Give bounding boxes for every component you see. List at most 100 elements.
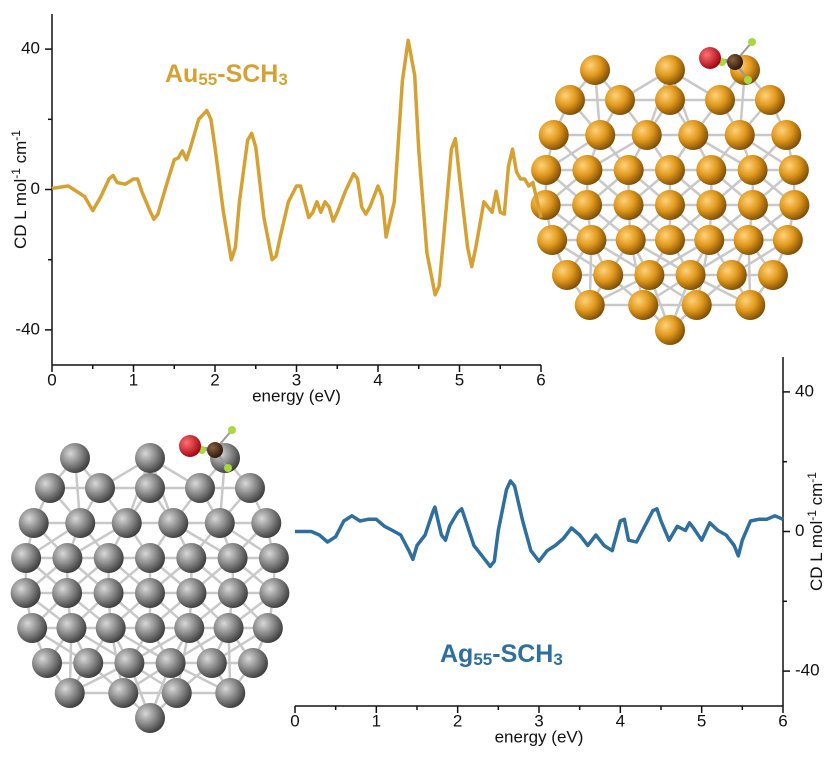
x-tick-label: 0 bbox=[47, 370, 56, 389]
x-tick-label: 2 bbox=[210, 370, 219, 389]
atom bbox=[725, 120, 755, 150]
sulfur bbox=[179, 435, 201, 457]
atom bbox=[576, 225, 606, 255]
annotation-part: 55 bbox=[473, 650, 492, 669]
cluster bbox=[531, 38, 810, 345]
annotation-part: -SCH bbox=[217, 60, 278, 88]
figure: 0 1 2 3 4 5 6 -40 0 4 0 energy (eV) CD L mol-1 cm-1 A… bbox=[0, 0, 829, 759]
atom bbox=[696, 190, 726, 220]
atom bbox=[738, 190, 768, 220]
atom bbox=[114, 648, 144, 678]
atom bbox=[655, 55, 685, 85]
atom bbox=[655, 155, 685, 185]
cluster bbox=[11, 426, 290, 733]
atom bbox=[632, 120, 662, 150]
atom bbox=[696, 155, 726, 185]
y-axis-label: CD L mol-1 cm-1 bbox=[9, 130, 30, 249]
atom bbox=[572, 190, 602, 220]
atom bbox=[580, 55, 610, 85]
hydrogen bbox=[224, 464, 232, 472]
annotation-part: 3 bbox=[553, 650, 562, 669]
x-tick-label: 4 bbox=[373, 370, 382, 389]
y-axis-label-part: -1 bbox=[9, 130, 23, 141]
atom bbox=[214, 613, 244, 643]
atom bbox=[758, 260, 788, 290]
atom bbox=[215, 678, 245, 708]
atom bbox=[738, 155, 768, 185]
atom bbox=[605, 85, 635, 115]
x-axis-label: energy (eV) bbox=[495, 727, 584, 746]
atom bbox=[218, 543, 248, 573]
annotation-part: Au bbox=[165, 60, 198, 88]
atom bbox=[135, 543, 165, 573]
x-tick-label: 0 bbox=[290, 711, 299, 730]
hydrogen bbox=[748, 38, 756, 46]
atom bbox=[614, 190, 644, 220]
atom bbox=[55, 678, 85, 708]
annotation-part: 3 bbox=[278, 70, 287, 89]
atom bbox=[537, 225, 567, 255]
cd-line bbox=[52, 40, 541, 294]
annotation: Au55-SCH3 bbox=[165, 60, 288, 89]
atom bbox=[162, 678, 192, 708]
y-axis-label-part: -1 bbox=[805, 510, 819, 521]
x-tick-label: 6 bbox=[536, 370, 545, 389]
y-tick-label: -40 bbox=[795, 661, 820, 680]
atom bbox=[108, 678, 138, 708]
atom bbox=[135, 613, 165, 643]
atom bbox=[575, 290, 605, 320]
annotation-part: -SCH bbox=[492, 640, 553, 668]
atom bbox=[773, 225, 803, 255]
atom bbox=[735, 290, 765, 320]
x-tick-label: 1 bbox=[129, 370, 138, 389]
atom bbox=[96, 613, 126, 643]
y-axis-label: CD L mol-1 cm-1 bbox=[805, 472, 826, 591]
atom bbox=[655, 315, 685, 345]
atom bbox=[572, 155, 602, 185]
atom bbox=[73, 648, 103, 678]
y-tick-label: -40 bbox=[15, 319, 40, 338]
atom bbox=[616, 225, 646, 255]
atom bbox=[694, 225, 724, 255]
atom bbox=[779, 155, 809, 185]
atom bbox=[218, 578, 248, 608]
atom bbox=[60, 443, 90, 473]
atom bbox=[779, 190, 809, 220]
atom bbox=[156, 648, 186, 678]
atom bbox=[682, 290, 712, 320]
annotation: Ag55-SCH3 bbox=[440, 640, 563, 669]
atom bbox=[539, 120, 569, 150]
x-tick-label: 5 bbox=[455, 370, 464, 389]
atom bbox=[135, 443, 165, 473]
sulfur bbox=[699, 47, 721, 69]
atom bbox=[531, 155, 561, 185]
atom bbox=[94, 578, 124, 608]
annotation-part: 55 bbox=[198, 70, 217, 89]
atom bbox=[655, 225, 685, 255]
atom bbox=[771, 120, 801, 150]
atom bbox=[52, 578, 82, 608]
atom bbox=[94, 543, 124, 573]
y-axis-label-part: CD L mol bbox=[11, 179, 30, 249]
atom bbox=[35, 473, 65, 503]
y-tick-label: 0 bbox=[31, 179, 40, 198]
atom bbox=[176, 543, 206, 573]
cd-line bbox=[295, 481, 783, 567]
y-axis-label-part: -1 bbox=[805, 472, 819, 483]
annotation-part: Ag bbox=[440, 640, 473, 668]
atom bbox=[755, 85, 785, 115]
x-tick-label: 6 bbox=[778, 711, 787, 730]
atom bbox=[634, 260, 664, 290]
atom bbox=[259, 543, 289, 573]
carbon bbox=[207, 442, 223, 458]
y-axis-label-part: -1 bbox=[9, 168, 23, 179]
y-axis-label-part: CD L mol bbox=[807, 521, 826, 591]
atom bbox=[185, 473, 215, 503]
atom bbox=[11, 578, 41, 608]
atom bbox=[11, 543, 41, 573]
atom bbox=[17, 613, 47, 643]
atom bbox=[205, 508, 235, 538]
y-tick-label: 0 bbox=[795, 521, 804, 540]
x-tick-label: 4 bbox=[616, 711, 625, 730]
atom bbox=[174, 613, 204, 643]
